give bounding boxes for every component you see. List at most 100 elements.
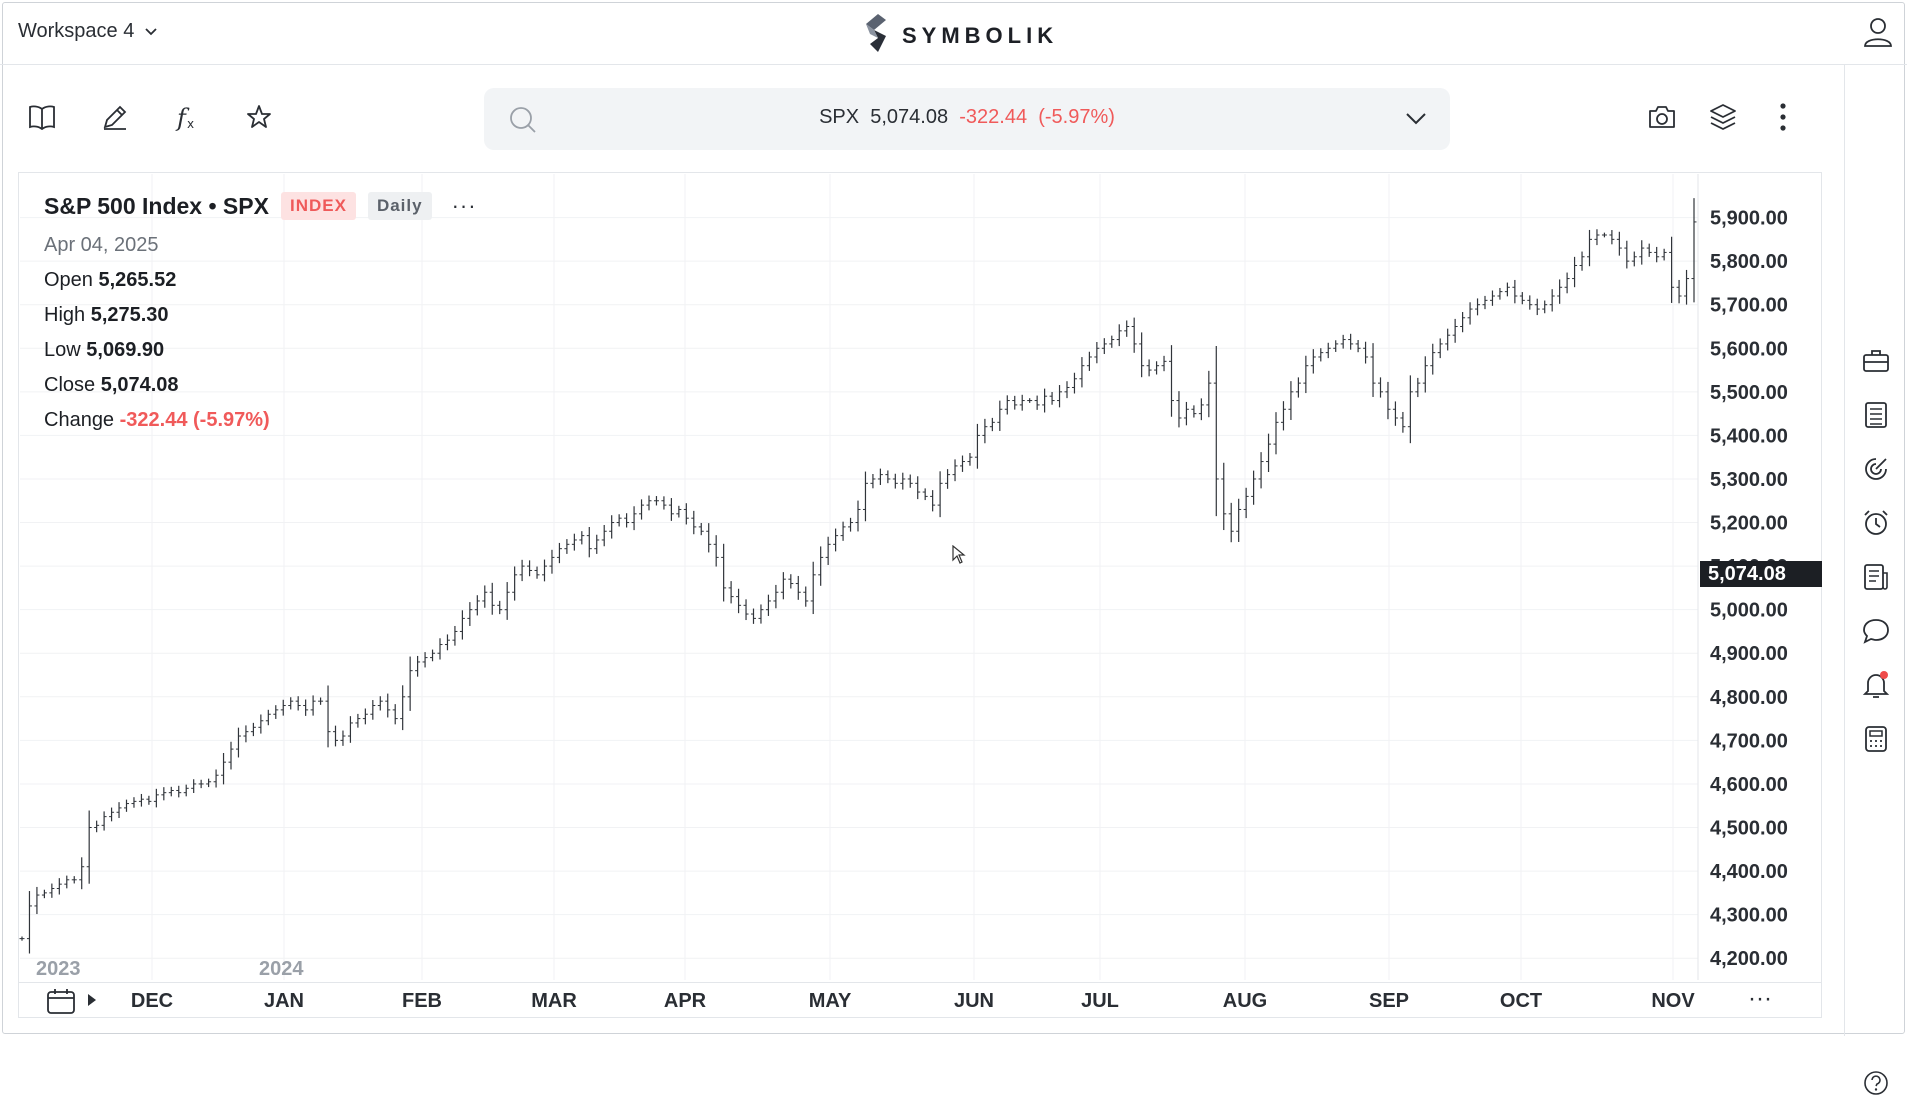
- ohlc-chart[interactable]: 4,200.00 4,300.00 4,400.00 4,500.00 4,600.00…: [0, 0, 1907, 1036]
- ohlc-bar: [1333, 340, 1339, 352]
- x-tick-label: SEP: [1369, 990, 1409, 1012]
- ohlc-bar: [1601, 232, 1607, 238]
- ohlc-bar: [288, 697, 294, 710]
- notification-bell-icon[interactable]: [1861, 670, 1891, 700]
- ohlc-bar: [392, 704, 398, 725]
- play-icon[interactable]: [86, 993, 98, 1012]
- axis-options-button[interactable]: ···: [1748, 985, 1772, 1012]
- ohlc-bar: [512, 566, 518, 601]
- ohlc-bar: [243, 725, 249, 743]
- workspace-selector[interactable]: Workspace 4: [18, 20, 158, 43]
- chevron-down-icon[interactable]: [1404, 108, 1428, 133]
- book-icon[interactable]: [27, 102, 57, 132]
- ohlc-bar: [818, 546, 824, 586]
- ohlc-bar: [646, 495, 652, 511]
- ohlc-bar: [810, 561, 816, 615]
- ohlc-bar: [131, 797, 137, 808]
- interval-badge[interactable]: Daily: [367, 192, 432, 220]
- mouse-cursor-icon: [952, 544, 966, 570]
- x-tick-label: APR: [664, 990, 707, 1012]
- ohlc-bar: [198, 779, 204, 789]
- ohlc-bar: [168, 786, 174, 797]
- change-value: -322.44 (-5.97%): [119, 409, 270, 431]
- ohlc-bar: [362, 708, 368, 725]
- ohlc-bar: [1460, 312, 1466, 333]
- briefcase-icon[interactable]: [1861, 346, 1891, 376]
- camera-icon[interactable]: [1647, 102, 1677, 132]
- help-icon[interactable]: [1861, 1068, 1891, 1098]
- vertical-dots-icon[interactable]: [1768, 102, 1798, 132]
- ohlc-bar: [437, 638, 443, 660]
- ohlc-bar: [1661, 248, 1667, 261]
- ohlc-bar: [26, 891, 32, 954]
- time-axis-bar: ···: [18, 982, 1822, 1019]
- ohlc-bar: [1079, 357, 1085, 388]
- ohlc-bar: [751, 608, 756, 624]
- ohlc-bar: [161, 787, 167, 801]
- user-icon[interactable]: [1863, 16, 1893, 53]
- ohlc-bar: [571, 533, 577, 551]
- chat-icon[interactable]: [1861, 616, 1891, 646]
- pencil-icon[interactable]: [100, 102, 130, 132]
- ohlc-bar: [400, 685, 406, 731]
- layers-icon[interactable]: [1708, 102, 1738, 132]
- ohlc-bar: [1654, 246, 1660, 263]
- ohlc-bar: [937, 471, 943, 518]
- ohlc-bar: [1527, 295, 1533, 310]
- ohlc-bar: [1004, 395, 1010, 415]
- ohlc-bar: [616, 514, 622, 527]
- ohlc-bar: [206, 778, 212, 788]
- change-label: Change: [44, 409, 115, 431]
- ohlc-bar: [1639, 240, 1645, 265]
- ohlc-bar: [347, 716, 353, 743]
- ohlc-bar: [825, 536, 831, 565]
- ohlc-bar: [609, 515, 615, 539]
- ohlc-bar: [1012, 395, 1018, 410]
- ohlc-bar: [250, 722, 256, 737]
- ohlc-bar: [1370, 343, 1376, 397]
- ohlc-bar: [1318, 348, 1324, 362]
- calculator-icon[interactable]: [1861, 724, 1891, 754]
- ohlc-bar: [34, 886, 40, 915]
- ohlc-bar: [1646, 243, 1652, 257]
- ohlc-bar: [1512, 279, 1518, 304]
- ohlc-bar: [1676, 279, 1682, 304]
- quote-symbol: SPX: [819, 106, 860, 128]
- watchlist-icon[interactable]: [1861, 400, 1891, 430]
- ohlc-bar: [556, 542, 562, 564]
- ohlc-bar: [64, 875, 70, 889]
- ohlc-bar: [1549, 289, 1555, 312]
- chart-panel[interactable]: [18, 172, 1822, 1018]
- symbol-search-bar[interactable]: SPX 5,074.08 -322.44 (-5.97%): [484, 88, 1450, 150]
- alarm-clock-icon[interactable]: [1861, 508, 1891, 538]
- ohlc-bar: [1154, 361, 1160, 375]
- ohlc-bar: [41, 889, 47, 899]
- ohlc-bar: [1392, 401, 1398, 426]
- ohlc-bar: [1482, 295, 1488, 310]
- chart-options-button[interactable]: ···: [451, 193, 477, 218]
- ohlc-bar: [534, 566, 540, 579]
- ohlc-bar: [295, 696, 301, 711]
- ohlc-bar: [1146, 359, 1152, 377]
- ohlc-bar: [430, 649, 436, 662]
- ohlc-bar: [974, 423, 980, 469]
- calendar-icon[interactable]: [46, 987, 76, 1020]
- news-icon[interactable]: [1861, 562, 1891, 592]
- last-price-label: 5,074.08: [1700, 561, 1822, 587]
- app-frame: [2, 2, 1905, 1034]
- ohlc-bar: [1631, 251, 1637, 267]
- ohlc-bar: [1169, 345, 1174, 417]
- ohlc-bar: [1303, 355, 1309, 394]
- star-icon[interactable]: [244, 102, 274, 132]
- ohlc-bar: [444, 634, 450, 651]
- signals-icon[interactable]: [1861, 454, 1891, 484]
- ohlc-bar: [146, 795, 152, 805]
- ohlc-bar: [1280, 401, 1286, 431]
- ohlc-bar: [452, 625, 458, 646]
- ohlc-bar: [1251, 470, 1257, 505]
- ohlc-bar: [1415, 377, 1421, 398]
- ohlc-bar: [273, 705, 279, 719]
- ohlc-bar: [691, 510, 697, 535]
- ohlc-bar: [989, 417, 995, 432]
